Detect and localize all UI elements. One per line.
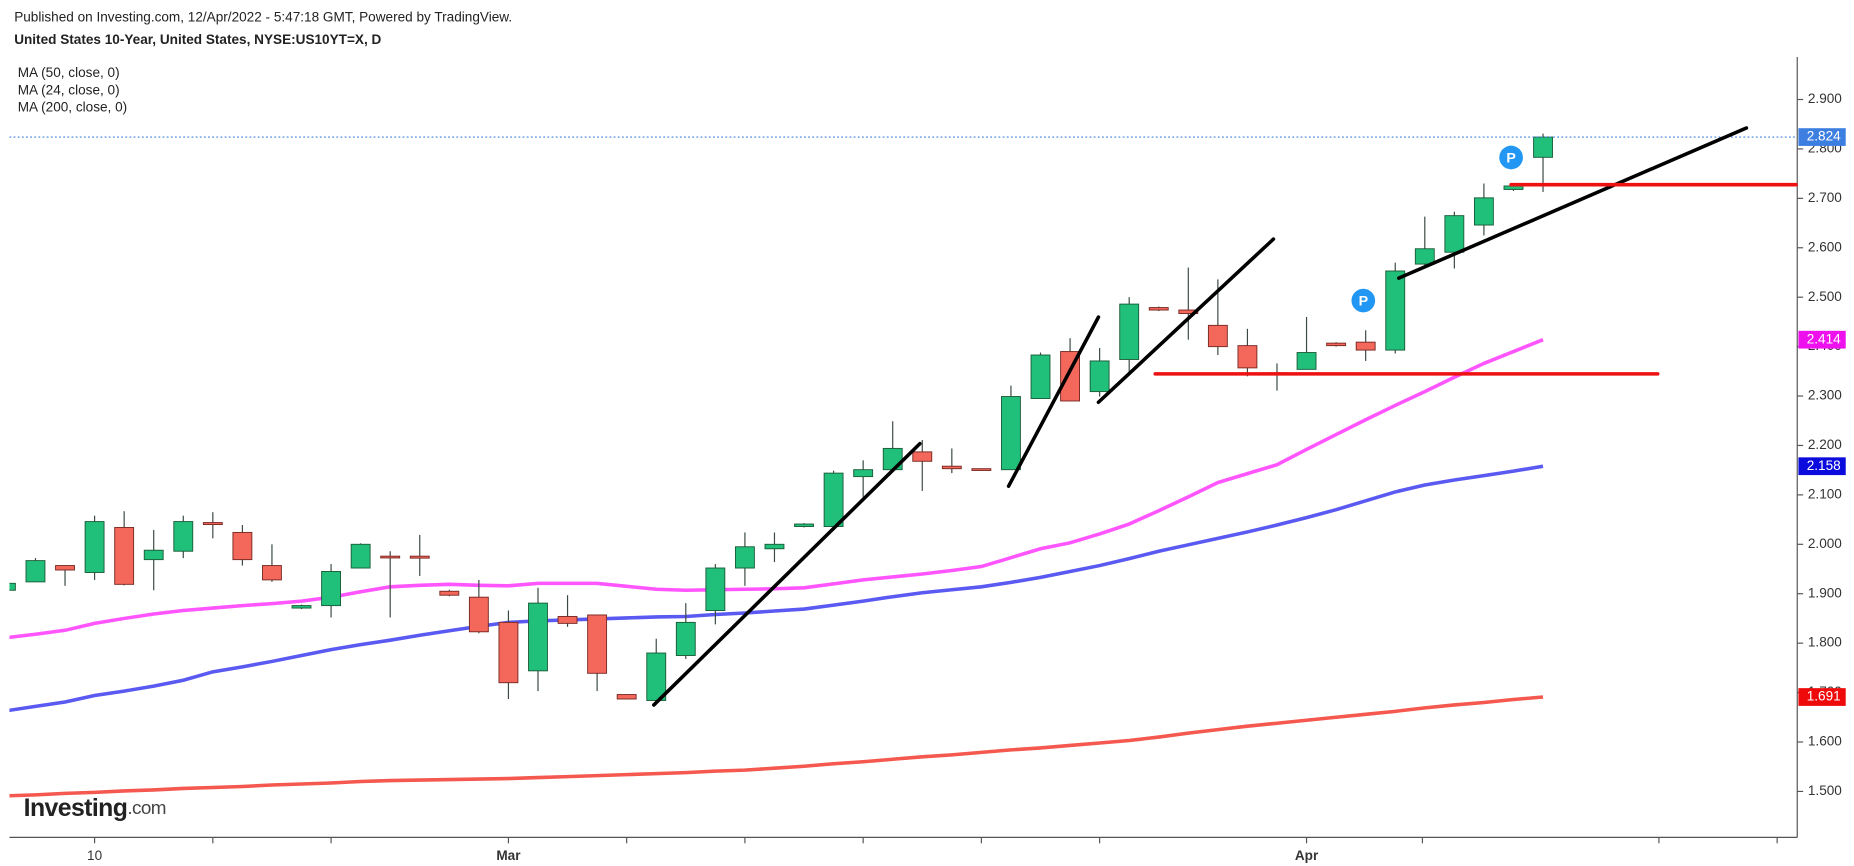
y-tick-label: 2.600 — [1808, 239, 1842, 254]
y-tick-label: 2.200 — [1808, 437, 1842, 452]
candle-body — [1503, 185, 1524, 190]
candle-body — [1089, 360, 1110, 393]
ma-line — [9, 338, 1544, 640]
candle-body — [291, 605, 312, 609]
pivot-marker — [1351, 288, 1376, 313]
candle-body — [1237, 345, 1258, 369]
logo-name: Investing — [24, 795, 128, 822]
ma-line — [9, 695, 1544, 798]
candle-body — [202, 522, 223, 526]
candle-body — [616, 694, 637, 700]
candle-body — [439, 590, 460, 596]
candle-body — [498, 621, 519, 684]
candle-body — [1296, 352, 1317, 370]
y-tick-label: 1.600 — [1808, 734, 1842, 749]
price-badge-label: 2.824 — [1807, 129, 1841, 144]
y-tick-label: 2.300 — [1808, 388, 1842, 403]
ma-badge-label: 2.414 — [1807, 331, 1841, 346]
candle-body — [1148, 307, 1169, 311]
candle-body — [705, 567, 726, 612]
candle-body — [1533, 136, 1553, 158]
candle-body — [1119, 303, 1140, 360]
candle-body — [350, 543, 371, 569]
candle-body — [232, 531, 253, 561]
candle-body — [912, 451, 933, 462]
candle-body — [55, 565, 75, 571]
candle-body — [1385, 270, 1406, 351]
candle-body — [468, 596, 489, 633]
candle-body — [173, 521, 194, 552]
candle-body — [380, 555, 401, 559]
candle-body — [675, 621, 696, 656]
candle-body — [646, 652, 667, 701]
ma-badge-label: 1.691 — [1807, 689, 1841, 704]
candle-body — [1326, 342, 1347, 347]
y-tick-label: 2.500 — [1808, 289, 1842, 304]
candle-body — [262, 565, 282, 581]
trend-drawings: P P — [652, 126, 1798, 707]
candle-body — [853, 469, 874, 478]
y-tick-label: 1.800 — [1808, 635, 1842, 650]
candle-body — [114, 527, 135, 585]
candle-body — [587, 614, 608, 674]
candle-body — [84, 521, 105, 573]
y-tick-label: 2.900 — [1808, 91, 1842, 106]
candle-body — [1207, 324, 1228, 348]
candle-body — [143, 549, 164, 561]
candle-body — [1355, 341, 1376, 351]
x-tick-label: Mar — [496, 848, 521, 863]
ma-line — [9, 464, 1544, 713]
candle-body — [734, 546, 755, 569]
legend-entry: MA (200, close, 0) — [18, 99, 127, 114]
trend-line — [652, 441, 922, 707]
legend-entry: MA (50, close, 0) — [18, 65, 120, 80]
candle-body — [321, 571, 342, 607]
y-tick-label: 2.000 — [1808, 536, 1842, 551]
candle-body — [764, 543, 785, 550]
candle-body — [1414, 248, 1435, 265]
candle-body — [557, 615, 578, 624]
candle-body — [1473, 197, 1494, 226]
candle-body — [971, 468, 992, 471]
trend-line — [1096, 237, 1276, 405]
logo-suffix: .com — [127, 798, 166, 819]
x-tick-label: Apr — [1295, 848, 1319, 863]
candle-body — [882, 447, 903, 471]
trend-line — [1397, 126, 1749, 280]
plot-area — [9, 133, 1553, 798]
ma-badge — [1798, 330, 1846, 349]
candle-body — [528, 602, 548, 672]
y-tick-label: 1.500 — [1808, 783, 1842, 798]
minor-time-ticks — [212, 837, 1778, 844]
trend-line — [1006, 315, 1101, 488]
pivot-marker — [1499, 145, 1523, 170]
candle-body — [941, 465, 962, 470]
candle-body — [25, 560, 46, 583]
candle-body — [409, 555, 430, 559]
instrument-title: United States 10-Year, United States, NY… — [14, 32, 381, 47]
candle-body — [9, 582, 16, 591]
y-tick-label: 2.100 — [1808, 486, 1842, 501]
pivot-label: P — [1506, 150, 1515, 166]
pivot-label: P — [1359, 294, 1368, 310]
candle-body — [794, 523, 814, 527]
price-badge — [1798, 128, 1846, 146]
candle-body — [1444, 215, 1465, 253]
candle-body — [1001, 396, 1021, 471]
ma-badge — [1798, 457, 1846, 476]
candle-body — [1030, 354, 1051, 399]
y-tick-label: 1.900 — [1808, 585, 1842, 600]
ma-badge — [1798, 688, 1846, 706]
y-tick-label: 2.700 — [1808, 190, 1842, 205]
ma-badge-label: 2.158 — [1807, 458, 1841, 473]
x-tick-label: 10 — [87, 848, 103, 863]
logo: Investing.com — [24, 795, 166, 822]
legend-entry: MA (24, close, 0) — [18, 82, 120, 97]
candle-body — [823, 472, 844, 527]
published-line: Published on Investing.com, 12/Apr/2022 … — [14, 10, 512, 25]
